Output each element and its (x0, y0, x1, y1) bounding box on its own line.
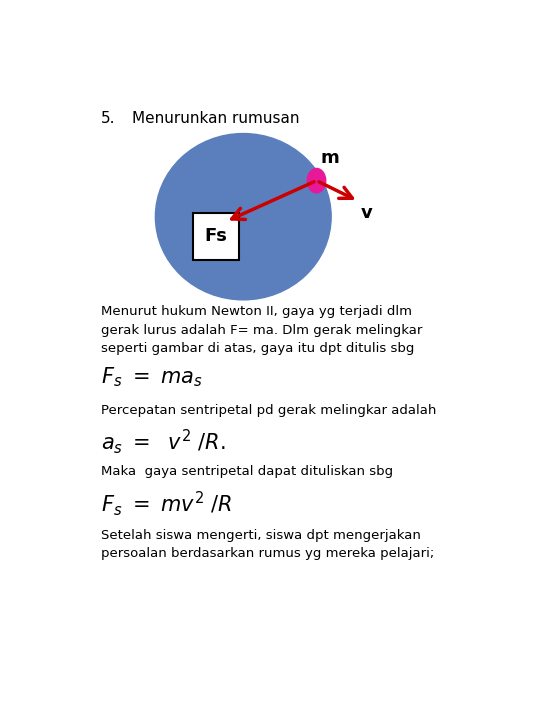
Text: $F_s\ =\ ma_s$: $F_s\ =\ ma_s$ (101, 366, 203, 390)
Text: v: v (361, 204, 372, 222)
Text: Menurunkan rumusan: Menurunkan rumusan (132, 112, 300, 126)
Ellipse shape (156, 133, 331, 300)
Text: Percepatan sentripetal pd gerak melingkar adalah: Percepatan sentripetal pd gerak melingka… (101, 403, 436, 416)
Text: 5.: 5. (101, 112, 116, 126)
Text: Setelah siswa mengerti, siswa dpt mengerjakan: Setelah siswa mengerti, siswa dpt menger… (101, 528, 421, 542)
Text: Fs: Fs (205, 227, 227, 245)
Text: m: m (321, 149, 340, 167)
Text: persoalan berdasarkan rumus yg mereka pelajari;: persoalan berdasarkan rumus yg mereka pe… (101, 547, 434, 560)
Text: $F_s\ =\ mv^2\ /R$: $F_s\ =\ mv^2\ /R$ (101, 489, 232, 518)
Text: Maka  gaya sentripetal dapat dituliskan sbg: Maka gaya sentripetal dapat dituliskan s… (101, 465, 393, 478)
Text: Menurut hukum Newton II, gaya yg terjadi dlm: Menurut hukum Newton II, gaya yg terjadi… (101, 305, 412, 318)
Text: $a_s\ =\ \ v^2\ /R.$: $a_s\ =\ \ v^2\ /R.$ (101, 428, 226, 456)
FancyBboxPatch shape (193, 212, 239, 260)
Text: seperti gambar di atas, gaya itu dpt ditulis sbg: seperti gambar di atas, gaya itu dpt dit… (101, 342, 414, 355)
Ellipse shape (307, 168, 326, 193)
Text: gerak lurus adalah F= ma. Dlm gerak melingkar: gerak lurus adalah F= ma. Dlm gerak meli… (101, 324, 422, 337)
